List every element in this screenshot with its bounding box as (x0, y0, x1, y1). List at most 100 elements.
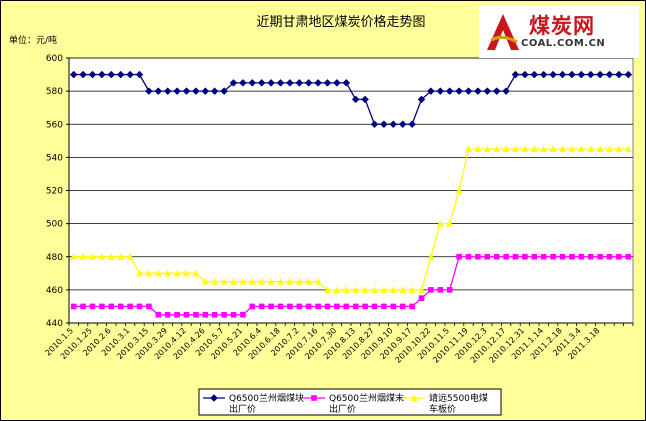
data-point-s2 (268, 303, 274, 310)
data-point-s3 (436, 220, 444, 227)
legend-label-3-line2: 车板价 (429, 403, 456, 415)
data-point-s3 (624, 145, 632, 153)
data-point-s1 (145, 87, 153, 95)
data-point-s1 (192, 87, 200, 95)
data-point-s3 (361, 286, 369, 293)
data-point-s3 (577, 145, 585, 153)
data-point-s2 (183, 311, 190, 318)
data-point-s1 (342, 78, 351, 87)
data-point-s3 (483, 145, 491, 153)
data-point-s3 (333, 286, 341, 293)
data-point-s3 (314, 278, 322, 285)
data-point-s2 (240, 311, 246, 318)
data-point-s2 (578, 253, 585, 260)
data-point-s1 (323, 78, 332, 87)
data-point-s1 (624, 70, 633, 79)
data-point-s2 (174, 311, 180, 318)
data-point-s3 (408, 286, 416, 293)
data-point-s1 (173, 87, 181, 95)
data-point-s2 (127, 303, 133, 310)
data-point-s2 (569, 253, 575, 260)
data-point-s1 (229, 78, 238, 87)
data-point-s2 (522, 253, 528, 260)
data-point-s2 (352, 303, 359, 310)
data-point-s1 (596, 70, 604, 79)
data-point-s2 (484, 253, 491, 260)
data-point-s1 (239, 78, 247, 87)
data-point-s1 (521, 70, 529, 79)
data-point-s2 (456, 253, 462, 260)
data-point-s2 (418, 295, 425, 301)
chart-title: 近期甘肃地区煤炭价格走势图 (256, 14, 425, 30)
data-point-s3 (258, 278, 266, 285)
data-point-s3 (183, 269, 190, 277)
legend-label-3: 靖远5500电煤 (429, 392, 488, 404)
y-tick-label: 520 (46, 187, 63, 197)
data-point-s2 (146, 303, 152, 310)
data-point-s2 (164, 311, 171, 318)
data-point-s1 (586, 70, 595, 79)
data-point-s2 (503, 253, 509, 260)
data-point-s2 (597, 253, 603, 260)
data-point-s1 (333, 78, 341, 87)
data-point-s2 (277, 303, 284, 310)
data-point-s2 (512, 253, 519, 260)
data-point-s1 (126, 70, 134, 79)
data-point-s3 (418, 286, 425, 293)
data-point-s1 (210, 87, 219, 95)
data-point-s2 (465, 253, 472, 260)
data-point-s3 (230, 278, 237, 285)
data-point-s3 (286, 278, 294, 285)
data-point-s2 (70, 303, 77, 310)
data-point-s3 (465, 145, 472, 153)
data-point-s2 (193, 311, 199, 318)
y-tick-label: 580 (46, 87, 63, 97)
data-point-s3 (512, 145, 519, 153)
data-point-s2 (202, 311, 209, 318)
data-point-s1 (276, 78, 285, 87)
data-point-s2 (437, 287, 444, 293)
data-point-s1 (304, 78, 313, 87)
data-point-s2 (475, 253, 481, 260)
data-point-s1 (539, 70, 548, 79)
logo: 煤炭网 COAL.COM.CN (479, 6, 639, 58)
data-point-s2 (559, 253, 566, 260)
data-point-s3 (295, 278, 303, 285)
data-point-s1 (267, 78, 275, 87)
data-point-s3 (606, 145, 613, 153)
data-point-s1 (577, 70, 586, 79)
data-point-s3 (201, 278, 209, 285)
data-point-s3 (596, 145, 604, 153)
y-tick-label: 560 (46, 120, 63, 130)
data-point-s1 (107, 70, 116, 79)
data-point-s3 (493, 145, 501, 153)
data-point-s2 (493, 253, 500, 260)
data-point-s1 (398, 120, 407, 129)
data-point-s2 (625, 253, 632, 260)
data-point-s1 (427, 87, 435, 95)
data-point-s3 (549, 145, 557, 153)
data-point-s3 (126, 253, 134, 260)
data-point-s1 (474, 87, 482, 95)
data-point-s2 (211, 311, 218, 318)
y-tick-label: 440 (46, 319, 63, 329)
data-point-s3 (239, 278, 247, 285)
data-point-s1 (464, 87, 473, 95)
data-point-s3 (192, 269, 200, 277)
data-point-s3 (145, 269, 153, 277)
data-point-s2 (409, 303, 415, 310)
data-point-s1 (483, 87, 492, 95)
data-point-s3 (164, 269, 172, 277)
data-point-s2 (531, 253, 538, 260)
data-point-s1 (455, 87, 463, 95)
data-point-s1 (135, 70, 144, 79)
data-point-s2 (249, 303, 256, 310)
legend (198, 388, 502, 416)
data-point-s3 (211, 278, 219, 285)
data-point-s1 (69, 70, 78, 79)
data-point-s3 (502, 145, 510, 153)
data-point-s3 (173, 269, 181, 277)
data-point-s3 (277, 278, 284, 285)
data-point-s2 (616, 253, 622, 260)
